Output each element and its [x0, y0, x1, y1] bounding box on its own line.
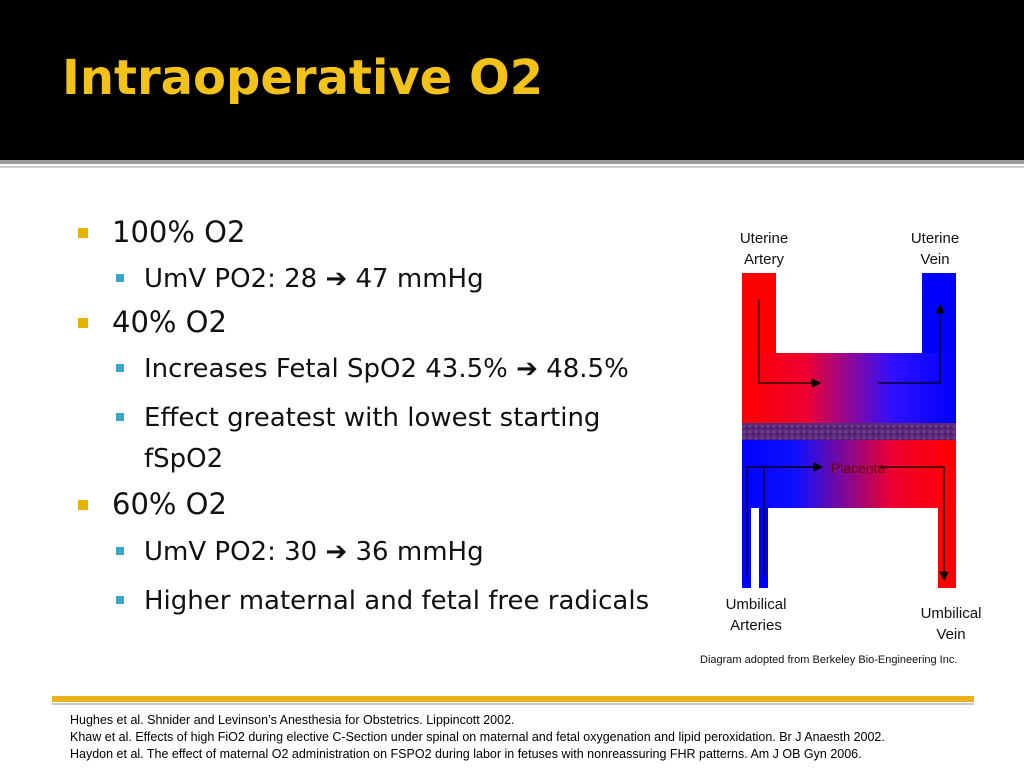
sub-bullet-item: UmV PO2: 30 ➔ 36 mmHg — [78, 532, 698, 573]
uterine-vein-vessel — [922, 273, 956, 355]
sub-bullet-item: Increases Fetal SpO2 43.5% ➔ 48.5% — [78, 349, 698, 390]
bullet-list: 100% O2 UmV PO2: 28 ➔ 47 mmHg 40% O2 Inc… — [78, 214, 698, 622]
title-bar: Intraoperative O2 — [0, 0, 1024, 160]
placenta-diagram: Uterine Artery Uterine Vein Placenta Umb… — [700, 220, 1000, 670]
reference-item: Haydon et al. The effect of maternal O2 … — [70, 747, 862, 761]
maternal-blood-space — [742, 353, 956, 423]
label-placenta: Placenta — [830, 460, 886, 476]
label-umbilical-arteries: Umbilical Arteries — [725, 596, 787, 634]
umbilical-vein-vessel — [938, 508, 956, 588]
label-uterine-artery: Uterine Artery — [739, 230, 789, 268]
reference-item: Khaw et al. Effects of high FiO2 during … — [70, 730, 885, 744]
fetal-flow-arrow — [878, 466, 949, 582]
sub-bullet-item: Higher maternal and fetal free radicals — [78, 581, 698, 622]
references: Hughes et al. Shnider and Levinson’s Ane… — [70, 712, 885, 763]
placenta-tissue — [742, 423, 956, 440]
bullet-item: 40% O2 — [78, 304, 698, 340]
fetal-blood-space — [742, 440, 956, 508]
bullet-item: 60% O2 — [78, 486, 698, 522]
label-umbilical-vein: Umbilical Vein — [920, 605, 982, 643]
footer-rule-shadow — [52, 703, 974, 705]
title-divider — [0, 160, 1024, 164]
slide-title: Intraoperative O2 — [62, 50, 544, 106]
reference-item: Hughes et al. Shnider and Levinson’s Ane… — [70, 713, 515, 727]
maternal-flow-arrow — [758, 300, 822, 388]
sub-bullet-item: Effect greatest with lowest starting fSp… — [78, 398, 664, 480]
placenta-diagram-graphic — [742, 273, 956, 588]
label-uterine-vein: Uterine Vein — [910, 230, 960, 268]
title-divider-thin — [0, 166, 1024, 168]
sub-bullet-item: UmV PO2: 28 ➔ 47 mmHg — [78, 259, 698, 300]
maternal-flow-arrow — [878, 303, 945, 384]
footer-rule — [52, 696, 974, 702]
diagram-caption: Diagram adopted from Berkeley Bio-Engine… — [700, 654, 958, 666]
bullet-item: 100% O2 — [78, 214, 698, 250]
